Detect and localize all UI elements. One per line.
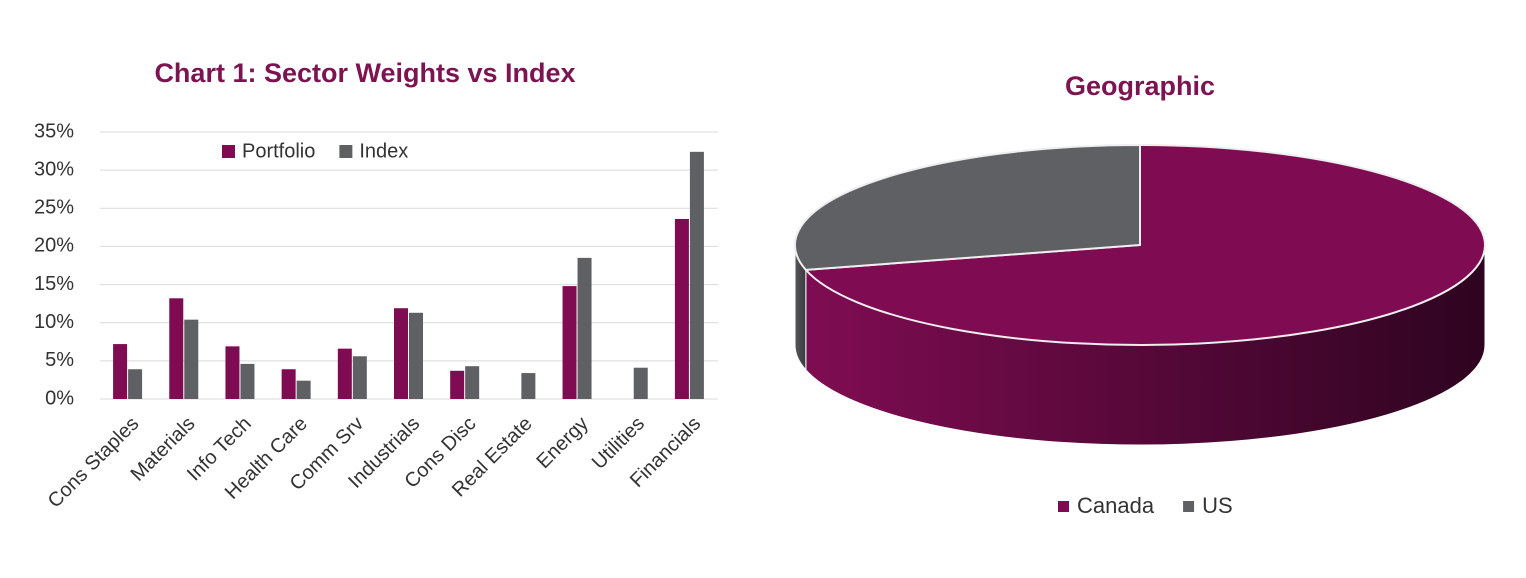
y-tick-label: 20%	[34, 235, 74, 257]
legend-label: Canada	[1077, 493, 1155, 518]
bar	[352, 356, 367, 399]
bar	[281, 369, 296, 399]
y-tick-label: 25%	[34, 197, 74, 219]
y-tick-label: 35%	[34, 120, 74, 142]
bar-title: Chart 1: Sector Weights vs Index	[154, 58, 575, 88]
bar	[113, 344, 128, 399]
legend-label: Portfolio	[242, 140, 315, 162]
pie-slice	[794, 143, 1141, 271]
bar	[674, 218, 689, 399]
legend-label: Index	[359, 140, 408, 162]
y-tick-label: 0%	[45, 387, 74, 409]
y-tick-label: 15%	[34, 273, 74, 295]
bar	[409, 312, 423, 399]
bar	[633, 367, 648, 399]
pie-slice	[803, 143, 1486, 346]
bar	[184, 319, 199, 399]
bar	[577, 257, 592, 399]
x-tick-label: Energy	[532, 413, 592, 473]
y-tick-label: 10%	[34, 311, 74, 333]
bar	[450, 370, 465, 399]
x-tick-label: Cons Staples	[44, 413, 144, 513]
bar	[521, 373, 536, 399]
pie-title: Geographic	[1065, 71, 1215, 101]
legend-label: US	[1202, 493, 1233, 518]
bar	[465, 366, 480, 399]
bar	[394, 308, 408, 399]
bar	[169, 298, 184, 399]
y-tick-label: 5%	[45, 349, 74, 371]
bar	[225, 346, 240, 399]
bar	[296, 380, 311, 399]
y-tick-label: 30%	[34, 158, 74, 180]
legend-swatch	[339, 145, 353, 158]
bar	[128, 369, 143, 399]
legend-swatch	[222, 145, 235, 158]
bar	[562, 286, 577, 399]
legend-swatch	[1183, 501, 1195, 512]
bar	[689, 151, 704, 399]
bar	[240, 363, 255, 399]
bar	[337, 348, 352, 399]
legend-swatch	[1058, 501, 1069, 512]
